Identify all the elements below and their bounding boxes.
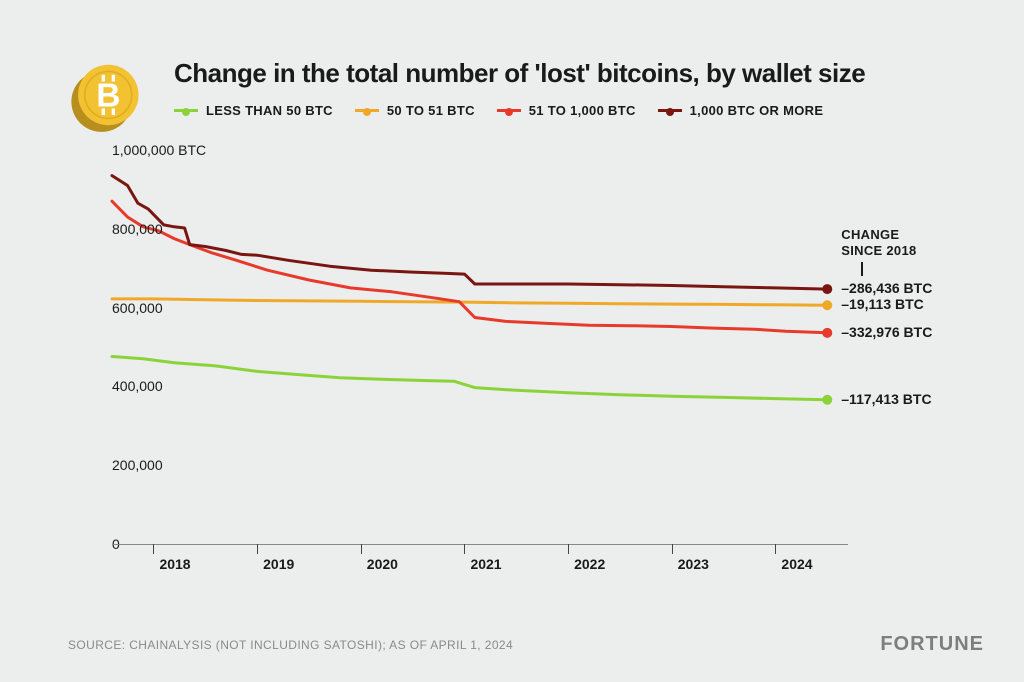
x-axis-label: 2022 bbox=[574, 556, 605, 572]
x-axis-tick bbox=[568, 544, 569, 554]
x-axis-baseline bbox=[112, 544, 848, 545]
x-axis-label: 2020 bbox=[367, 556, 398, 572]
bitcoin-coin-icon: B bbox=[68, 58, 152, 147]
title-block: Change in the total number of 'lost' bit… bbox=[174, 58, 984, 118]
y-axis-label: 800,000 bbox=[112, 221, 163, 237]
legend-item-gte1000: 1,000 BTC OR MORE bbox=[658, 103, 824, 118]
series-end-label-gte1000: –286,436 BTC bbox=[841, 280, 932, 296]
chart-title: Change in the total number of 'lost' bit… bbox=[174, 58, 984, 89]
line-chart bbox=[68, 150, 988, 584]
series-51to1000 bbox=[112, 201, 827, 333]
series-end-dot bbox=[822, 300, 832, 310]
x-axis-tick bbox=[672, 544, 673, 554]
x-axis-tick bbox=[775, 544, 776, 554]
x-axis-tick bbox=[153, 544, 154, 554]
series-end-label-51to1000: –332,976 BTC bbox=[841, 324, 932, 340]
legend-label: LESS THAN 50 BTC bbox=[206, 103, 333, 118]
legend: LESS THAN 50 BTC 50 TO 51 BTC 51 TO 1,00… bbox=[174, 103, 984, 118]
legend-label: 1,000 BTC OR MORE bbox=[690, 103, 824, 118]
source-note: SOURCE: CHAINALYSIS (NOT INCLUDING SATOS… bbox=[68, 638, 513, 652]
y-axis-label: 400,000 bbox=[112, 378, 163, 394]
x-axis-label: 2019 bbox=[263, 556, 294, 572]
series-50to51 bbox=[112, 299, 827, 305]
legend-item-lt50: LESS THAN 50 BTC bbox=[174, 103, 333, 118]
header: B Change in the total number of 'lost' b… bbox=[68, 58, 984, 147]
legend-item-51to1000: 51 TO 1,000 BTC bbox=[497, 103, 636, 118]
legend-item-50to51: 50 TO 51 BTC bbox=[355, 103, 475, 118]
x-axis-tick bbox=[361, 544, 362, 554]
x-axis-label: 2024 bbox=[781, 556, 812, 572]
x-axis-tick bbox=[257, 544, 258, 554]
brand-logo: FORTUNE bbox=[880, 633, 984, 656]
series-end-label-lt50: –117,413 BTC bbox=[841, 391, 931, 407]
series-end-label-50to51: –19,113 BTC bbox=[841, 296, 924, 312]
series-gte1000 bbox=[112, 176, 827, 290]
x-axis-tick bbox=[464, 544, 465, 554]
series-lt50 bbox=[112, 357, 827, 400]
x-axis-label: 2023 bbox=[678, 556, 709, 572]
series-end-dot bbox=[822, 284, 832, 294]
legend-label: 51 TO 1,000 BTC bbox=[529, 103, 636, 118]
series-end-dot bbox=[822, 328, 832, 338]
y-axis-label: 200,000 bbox=[112, 457, 163, 473]
y-axis-label: 600,000 bbox=[112, 300, 163, 316]
x-axis-label: 2018 bbox=[159, 556, 190, 572]
x-axis-label: 2021 bbox=[470, 556, 501, 572]
legend-label: 50 TO 51 BTC bbox=[387, 103, 475, 118]
series-end-dot bbox=[822, 395, 832, 405]
end-labels-header: CHANGESINCE 2018 bbox=[841, 227, 916, 276]
svg-text:B: B bbox=[96, 78, 120, 115]
y-axis-label: 1,000,000 BTC bbox=[112, 142, 206, 158]
chart-area: 0200,000400,000600,000800,0001,000,000 B… bbox=[68, 150, 984, 602]
